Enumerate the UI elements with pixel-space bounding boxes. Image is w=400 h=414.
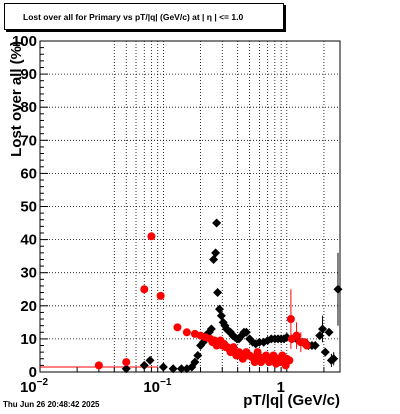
y-tick-label: 80 [20, 99, 37, 116]
data-point-red [229, 343, 238, 352]
data-point-red [265, 358, 274, 367]
data-point-red [147, 232, 156, 241]
data-point-red [286, 315, 295, 324]
data-point-black [193, 350, 203, 360]
y-tick-label: 50 [20, 199, 37, 216]
data-point-black [241, 327, 251, 337]
y-tick-label: 60 [20, 165, 37, 182]
data-point-red [302, 341, 311, 350]
data-point-black [213, 288, 223, 298]
x-axis-title: pT/|q| (GeV/c) [243, 392, 340, 409]
timestamp: Thu Jun 26 20:48:42 2025 [3, 400, 100, 409]
y-tick-label: 70 [20, 132, 37, 149]
data-point-black [190, 357, 200, 367]
y-tick-label: 0 [29, 364, 37, 381]
y-tick-label: 10 [20, 331, 37, 348]
data-point-black [176, 364, 186, 374]
x-tick-label: 10−2 [20, 377, 49, 396]
data-point-black [318, 324, 328, 334]
data-point-red [278, 351, 287, 360]
data-point-red [245, 351, 254, 360]
chart-title: Lost over all for Primary vs pT/|q| (GeV… [4, 3, 284, 30]
data-point-black [315, 331, 325, 341]
data-point-black [329, 354, 339, 364]
data-point-red [269, 351, 278, 360]
data-point-red [156, 291, 165, 300]
data-point-black [310, 341, 320, 351]
x-tick-label: 1 [277, 379, 285, 396]
x-tick-label: 10−1 [143, 377, 172, 396]
y-tick-label: 20 [20, 298, 37, 315]
data-point-red [281, 361, 290, 370]
data-point-black [216, 311, 226, 321]
y-tick-label: 30 [20, 265, 37, 282]
data-point-black [333, 284, 343, 294]
data-point-black [215, 304, 225, 314]
y-tick-label: 100 [12, 33, 37, 50]
data-point-black [121, 364, 131, 374]
data-point-red [250, 358, 259, 367]
data-point-red [238, 354, 247, 363]
data-point-black [139, 360, 149, 370]
y-axis-title: Lost over all (%) [8, 41, 25, 157]
data-point-red [182, 328, 191, 337]
y-tick-label: 40 [20, 232, 37, 249]
data-point-red [140, 285, 149, 294]
chart-title-text: Lost over all for Primary vs pT/|q| (GeV… [23, 11, 244, 22]
data-point-black [158, 362, 168, 372]
data-point-black [209, 254, 219, 264]
y-tick-label: 90 [20, 66, 37, 83]
data-point-red [173, 323, 182, 332]
data-point-black [145, 355, 155, 365]
data-point-black [168, 364, 178, 374]
data-point-red [234, 348, 243, 357]
data-point-red [292, 331, 301, 340]
data-point-red [262, 351, 271, 360]
data-point-red [122, 358, 131, 367]
data-point-black [320, 347, 330, 357]
data-point-black [212, 218, 222, 228]
data-point-black [324, 327, 334, 337]
data-point-red [257, 358, 266, 367]
data-point-black [211, 248, 221, 258]
data-point-black [206, 324, 216, 334]
data-point-red [253, 348, 262, 357]
data-point-red [94, 361, 103, 370]
